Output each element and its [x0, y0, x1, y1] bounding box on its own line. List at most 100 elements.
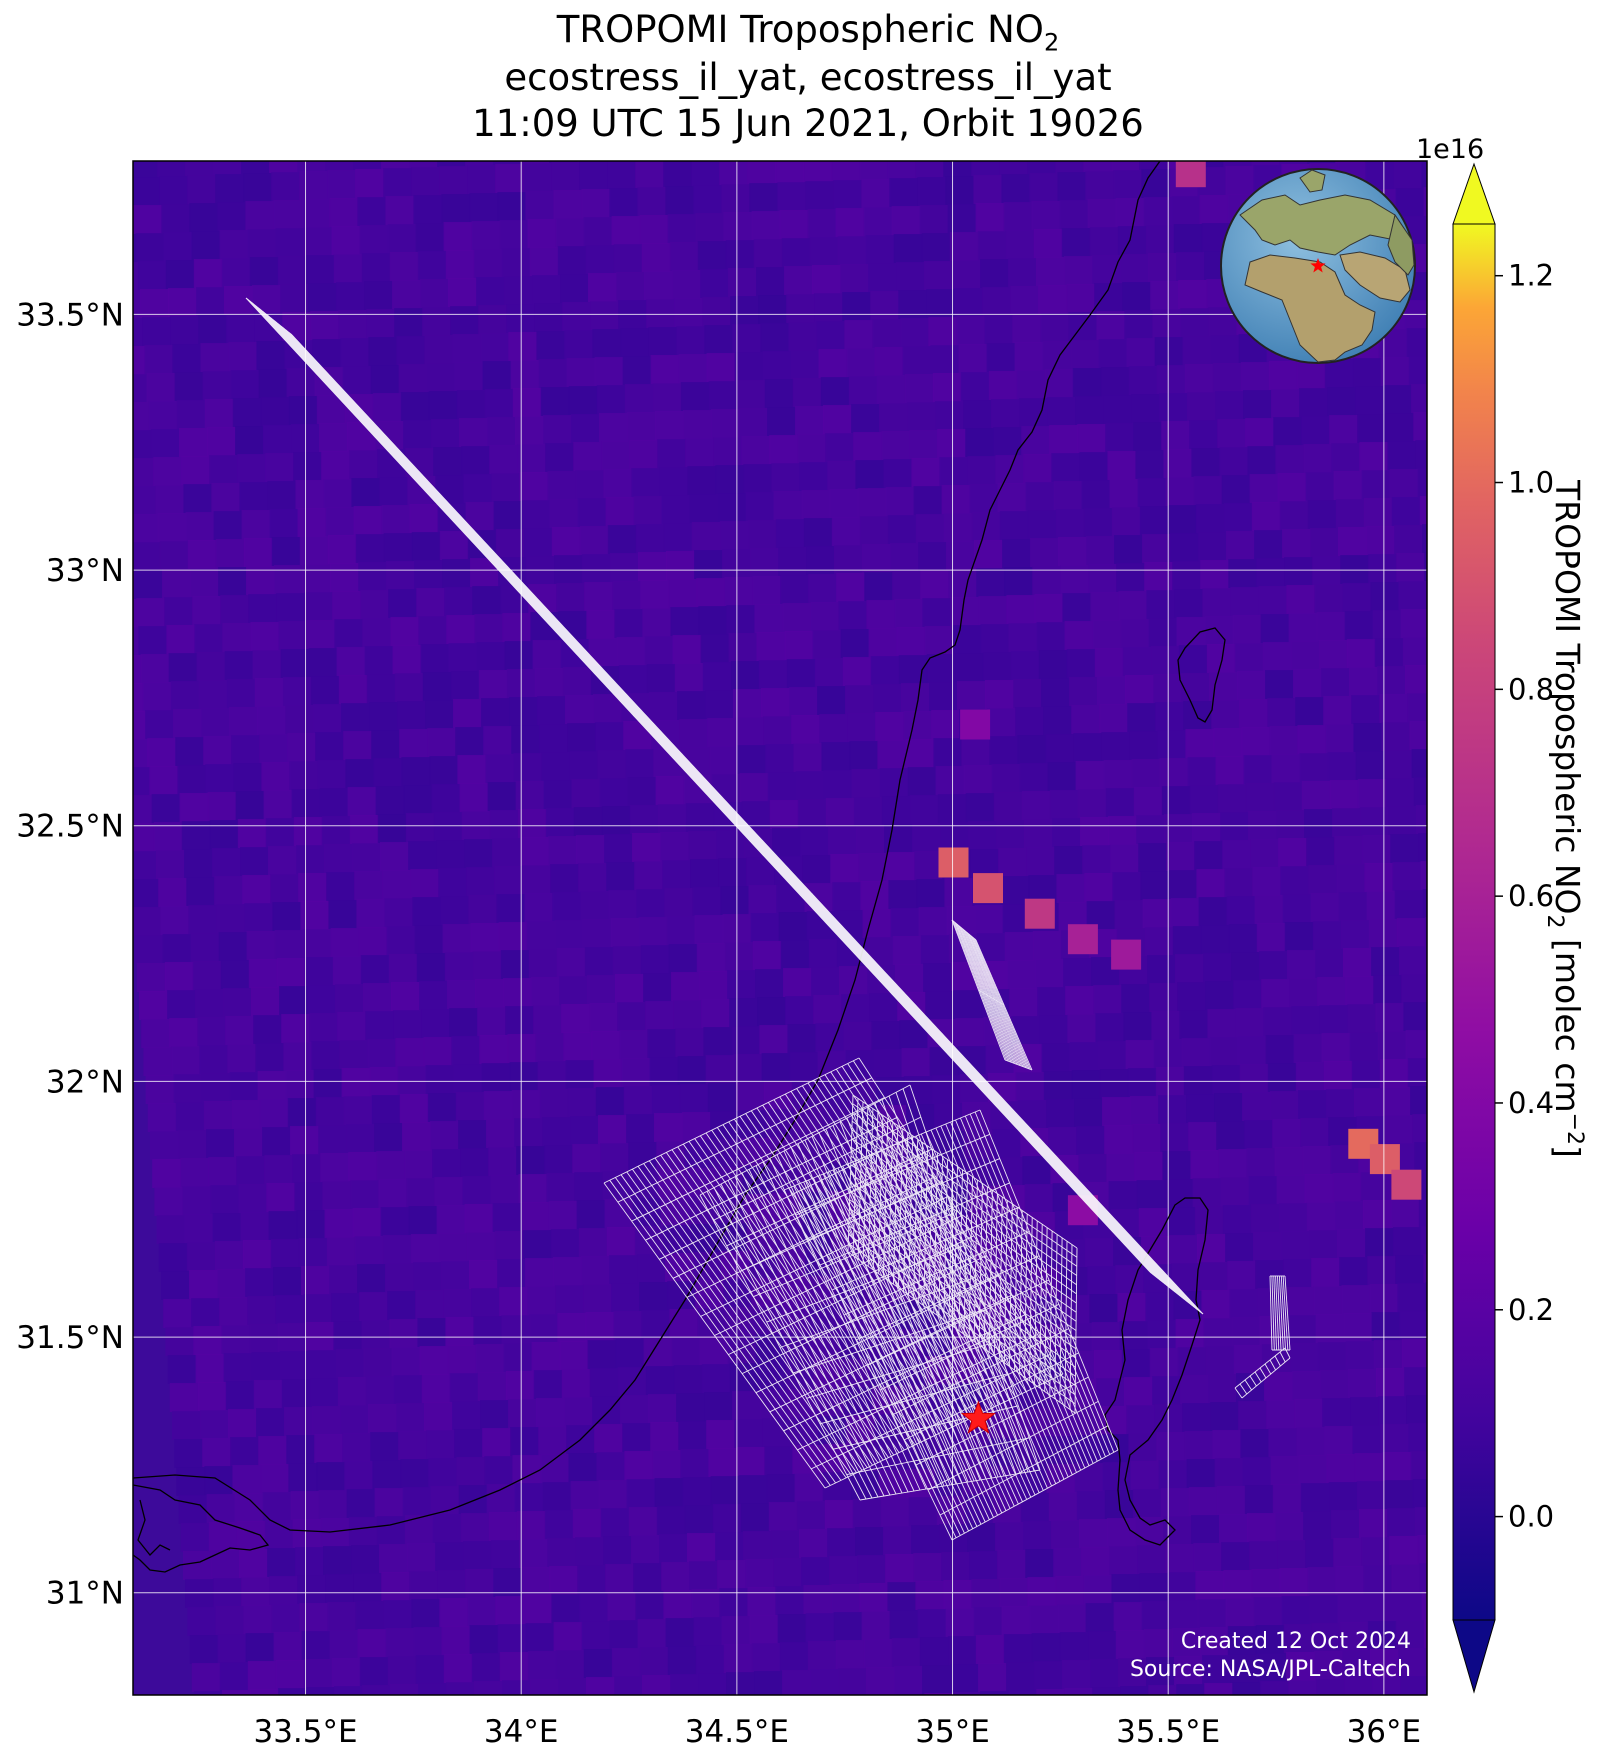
no2-pixel — [768, 1502, 798, 1531]
no2-pixel — [1390, 834, 1420, 863]
no2-pixel — [549, 499, 579, 528]
no2-pixel — [1111, 1574, 1141, 1603]
no2-pixel — [986, 343, 1016, 372]
no2-pixel — [1407, 1058, 1427, 1087]
no2-pixel — [1262, 1709, 1291, 1738]
no2-pixel — [209, 455, 239, 484]
no2-pixel — [679, 719, 709, 748]
no2-pixel — [1113, 1602, 1143, 1631]
no2-pixel — [1178, 645, 1208, 674]
no2-pixel — [1428, 1675, 1457, 1704]
no2-pixel — [863, 207, 893, 236]
no2-pixel — [1320, 1370, 1349, 1399]
no2-pixel — [1331, 443, 1361, 472]
no2-pixel — [305, 255, 335, 284]
no2-pixel — [1181, 1038, 1211, 1067]
no2-pixel — [862, 544, 891, 573]
no2-pixel — [764, 1446, 794, 1475]
no2-pixel — [1027, 510, 1057, 539]
no2-pixel — [403, 785, 433, 814]
no2-pixel — [864, 572, 894, 601]
no2-pixel — [378, 1179, 408, 1208]
no2-pixel — [1106, 1153, 1136, 1182]
no2-pixel — [643, 973, 672, 1002]
no2-pixel — [525, 1623, 555, 1652]
no2-pixel — [933, 738, 963, 767]
no2-pixel — [133, 346, 146, 375]
no2-pixel — [359, 225, 389, 254]
no2-pixel — [323, 479, 353, 508]
no2-pixel — [696, 578, 726, 607]
no2-pixel — [427, 728, 457, 757]
no2-pixel — [1242, 1457, 1272, 1486]
globe-asia-edge — [1387, 213, 1415, 276]
no2-pixel — [1311, 1258, 1341, 1287]
no2-pixel — [351, 478, 381, 507]
no2-pixel — [706, 353, 736, 382]
no2-pixel — [1251, 161, 1281, 166]
no2-pixel — [1362, 1200, 1392, 1229]
no2-pixel — [93, 403, 122, 432]
no2-pixel — [1157, 730, 1187, 759]
no2-pixel — [1355, 751, 1385, 780]
no2-pixel — [1356, 1481, 1386, 1510]
no2-pixel — [1396, 553, 1426, 582]
no2-pixel — [747, 520, 777, 549]
no2-pixel — [903, 1076, 933, 1105]
no2-pixel — [1197, 1234, 1226, 1263]
no2-pixel — [1253, 1232, 1282, 1261]
coastline-layer — [133, 161, 1226, 1573]
no2-pixel — [603, 469, 633, 498]
no2-pixel — [1260, 1681, 1290, 1695]
no2-pixel — [677, 1056, 707, 1085]
no2-pixel — [520, 1202, 550, 1231]
no2-pixel — [1059, 1632, 1089, 1661]
no2-pixel — [600, 1143, 630, 1172]
no2-pixel — [1208, 1374, 1237, 1403]
no2-pixel — [1205, 1346, 1235, 1375]
no2-pixel — [825, 798, 855, 827]
colorbar-tick-label: 0.6 — [1508, 879, 1554, 913]
no2-pixel — [1211, 700, 1241, 729]
no2-pixel — [665, 186, 695, 215]
no2-pixel — [353, 1573, 383, 1602]
no2-pixel — [790, 350, 820, 379]
no2-pixel — [920, 935, 950, 964]
no2-pixel — [270, 1239, 300, 1268]
no2-pixel — [452, 1401, 481, 1430]
no2-pixel — [449, 1373, 479, 1402]
no2-pixel — [655, 776, 685, 805]
no2-pixel — [73, 151, 102, 180]
no2-pixel — [1365, 1593, 1395, 1622]
coastline-sinai-north — [133, 1484, 270, 1573]
no2-pixel — [1023, 1521, 1052, 1550]
no2-pixel — [1333, 106, 1362, 135]
no2-pixel — [709, 746, 739, 775]
no2-pixel — [292, 1154, 322, 1183]
no2-pixel — [1396, 918, 1426, 947]
no2-pixel — [692, 887, 722, 916]
no2-pixel — [1046, 1464, 1076, 1493]
no2-pixel — [232, 1465, 262, 1494]
no2-pixel — [1216, 1121, 1246, 1150]
no2-pixel — [1316, 1679, 1346, 1695]
no2-pixel — [305, 1322, 335, 1351]
no2-pixel — [1282, 529, 1311, 558]
no2-pixel — [212, 1213, 242, 1242]
no2-pixel — [1000, 876, 1030, 905]
no2-pixel — [819, 714, 849, 743]
no2-pixel — [439, 531, 469, 560]
no2-pixel — [1139, 161, 1169, 170]
no2-pixel — [588, 273, 617, 302]
no2-pixel — [646, 299, 676, 328]
no2-pixel — [202, 1438, 232, 1467]
no2-pixel — [301, 199, 331, 228]
no2-pixel — [1141, 169, 1171, 198]
no2-pixel — [607, 525, 637, 554]
no2-pixel — [331, 1658, 361, 1687]
no2-pixel — [1053, 1548, 1083, 1577]
no2-pixel — [296, 845, 325, 874]
no2-pixel — [464, 1204, 494, 1233]
no2-pixel — [708, 1448, 738, 1477]
no2-pixel — [167, 1355, 197, 1384]
